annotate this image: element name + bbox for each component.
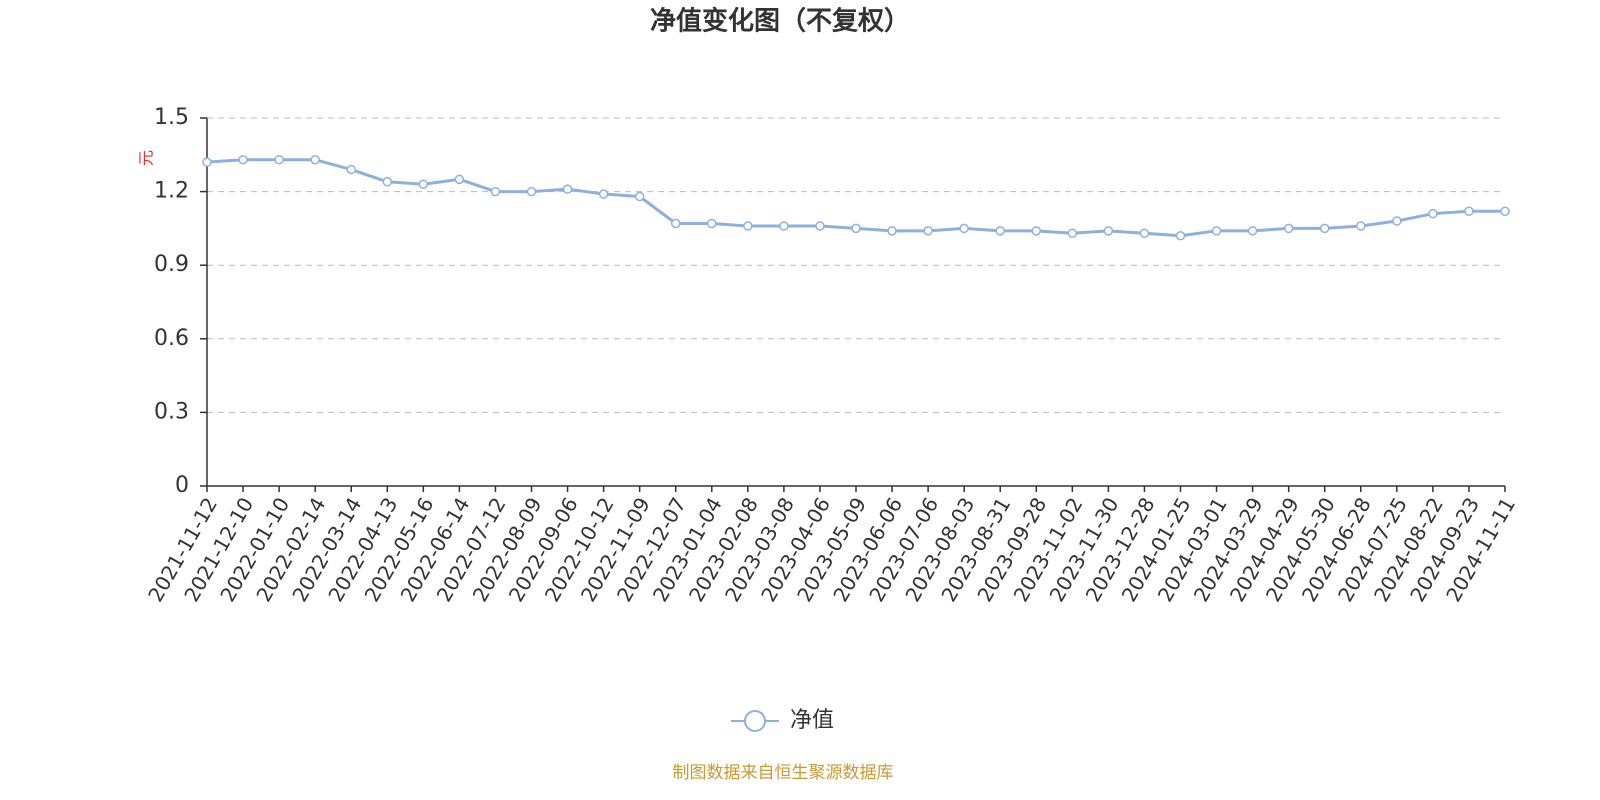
data-point — [238, 154, 248, 165]
data-point — [526, 186, 537, 197]
y-tick-label: 1.2 — [154, 179, 189, 204]
data-point — [1031, 226, 1042, 236]
data-point — [1211, 226, 1222, 236]
data-point — [562, 184, 573, 194]
legend-label: 净值 — [790, 708, 834, 733]
data-point — [923, 226, 933, 236]
y-tick-label: 1.5 — [154, 105, 189, 130]
data-point — [454, 174, 465, 185]
y-tick-label: 0.9 — [154, 252, 189, 277]
data-point — [1067, 228, 1078, 239]
y-tick-label: 0.3 — [154, 399, 189, 424]
data-point — [490, 186, 501, 197]
data-point — [1283, 223, 1294, 234]
data-point — [815, 221, 825, 231]
chart-title: 净值变化图（不复权） — [650, 6, 910, 37]
data-point — [634, 191, 645, 202]
data-point — [1392, 216, 1402, 226]
data-point — [743, 221, 753, 231]
data-point — [598, 189, 609, 199]
legend-marker — [744, 710, 766, 732]
data-point — [887, 226, 897, 236]
data-point — [959, 223, 969, 234]
data-point — [670, 218, 681, 229]
data-point — [1500, 206, 1510, 216]
data-point — [1247, 226, 1258, 236]
data-point — [1428, 208, 1438, 219]
data-point — [202, 157, 212, 167]
data-point — [382, 177, 393, 187]
y-tick-label: 0 — [175, 473, 189, 498]
data-point — [1103, 226, 1114, 236]
data-point — [1139, 228, 1150, 239]
data-point — [1175, 231, 1186, 241]
data-point — [418, 179, 429, 189]
data-point — [310, 154, 320, 165]
data-point — [851, 223, 861, 234]
data-point — [1319, 223, 1330, 234]
data-point — [1464, 206, 1474, 216]
data-point — [346, 164, 356, 175]
y-tick-label: 0.6 — [154, 326, 189, 351]
data-point — [274, 154, 284, 165]
data-point — [779, 221, 789, 231]
y-axis-label: 元 — [137, 150, 156, 166]
data-point — [995, 226, 1005, 236]
data-point — [707, 218, 717, 229]
source-note: 制图数据来自恒生聚源数据库 — [673, 763, 894, 783]
data-point — [1356, 221, 1366, 231]
